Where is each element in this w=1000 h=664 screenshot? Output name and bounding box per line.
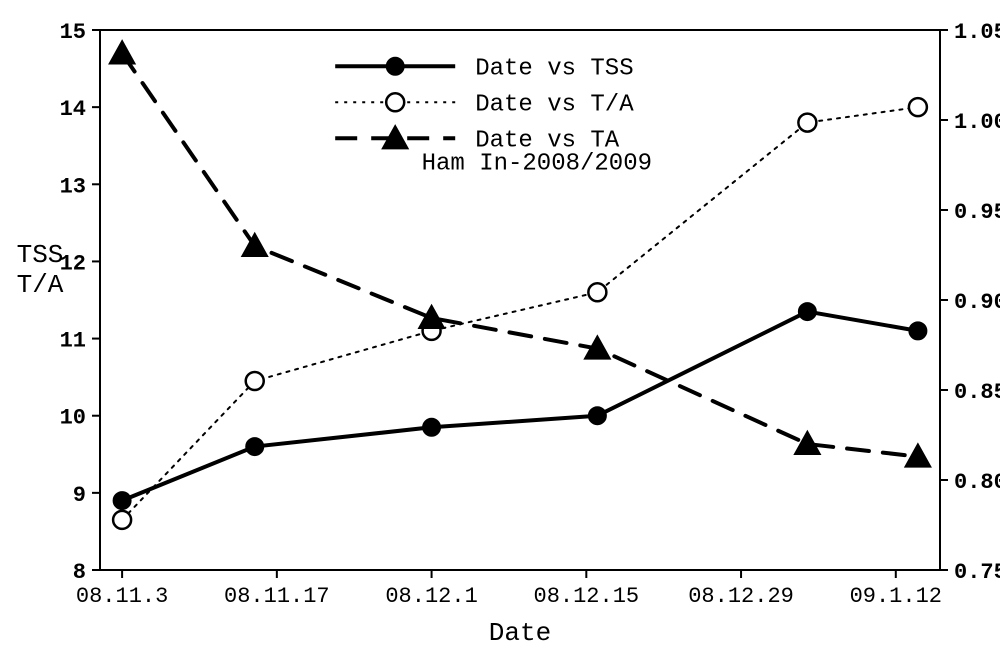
marker-triangle-filled: [905, 443, 931, 467]
chart-svg: 8 9 10 11 12 13 14 15 0.75 0.80 0.85 0.90 0.95 1.00 1.…: [0, 0, 1000, 664]
x-tick-label: 09.1.12: [850, 584, 942, 609]
yright-tick-label: 0.90: [954, 290, 1000, 315]
chart-title: Ham In-2008/2009: [422, 151, 652, 178]
yleft-tick-label: 13: [60, 174, 86, 199]
legend-label: Date vs TA: [475, 127, 620, 154]
yright-tick-label: 0.75: [954, 560, 1000, 585]
yleft-axis-label: TSS: [17, 240, 64, 270]
marker-circle-filled: [113, 492, 131, 510]
marker-circle-open: [386, 93, 404, 111]
x-tick-label: 08.12.1: [385, 584, 477, 609]
marker-triangle-filled: [418, 305, 444, 329]
marker-circle-open: [798, 114, 816, 132]
marker-circle-filled: [386, 57, 404, 75]
series-line-tss: [122, 312, 918, 501]
yleft-tick-label: 10: [60, 406, 86, 431]
legend-label: Date vs T/A: [475, 91, 634, 118]
yright-tick-label: 1.00: [954, 110, 1000, 135]
marker-circle-filled: [909, 322, 927, 340]
chart-container: 8 9 10 11 12 13 14 15 0.75 0.80 0.85 0.90 0.95 1.00 1.…: [0, 0, 1000, 664]
marker-triangle-filled: [109, 40, 135, 64]
marker-circle-open: [113, 511, 131, 529]
yleft-axis-label: T/A: [17, 270, 64, 300]
yleft-tick-label: 14: [60, 97, 86, 122]
marker-circle-open: [909, 98, 927, 116]
yleft-tick-label: 8: [73, 560, 86, 585]
x-tick-label: 08.12.29: [688, 584, 794, 609]
legend-label: Date vs TSS: [475, 55, 633, 82]
marker-circle-open: [588, 283, 606, 301]
marker-circle-filled: [246, 438, 264, 456]
x-tick-label: 08.12.15: [534, 584, 640, 609]
marker-triangle-filled: [242, 233, 268, 257]
yright-tick-label: 0.95: [954, 200, 1000, 225]
marker-circle-filled: [588, 407, 606, 425]
yright-tick-label: 1.05: [954, 20, 1000, 45]
yleft-tick-label: 12: [60, 251, 86, 276]
marker-circle-open: [246, 372, 264, 390]
marker-circle-filled: [798, 303, 816, 321]
yleft-tick-label: 15: [60, 20, 86, 45]
marker-circle-filled: [423, 418, 441, 436]
x-axis-label: Date: [489, 618, 551, 648]
marker-triangle-filled: [794, 431, 820, 455]
yright-tick-label: 0.85: [954, 380, 1000, 405]
yright-tick-label: 0.80: [954, 470, 1000, 495]
x-tick-label: 08.11.17: [224, 584, 330, 609]
yleft-tick-label: 9: [73, 483, 86, 508]
x-tick-label: 08.11.3: [76, 584, 168, 609]
yleft-tick-label: 11: [60, 329, 86, 354]
